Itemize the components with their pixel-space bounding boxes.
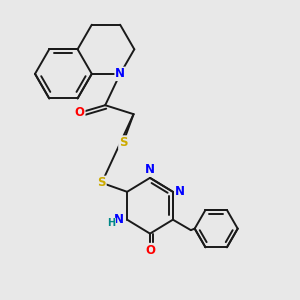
Text: O: O	[145, 244, 155, 256]
Text: N: N	[175, 185, 185, 198]
Text: S: S	[98, 176, 106, 189]
Text: S: S	[119, 136, 128, 149]
Text: N: N	[145, 163, 155, 176]
Text: H: H	[107, 218, 116, 228]
Text: N: N	[115, 68, 125, 80]
Text: N: N	[113, 213, 124, 226]
Text: O: O	[75, 106, 85, 119]
